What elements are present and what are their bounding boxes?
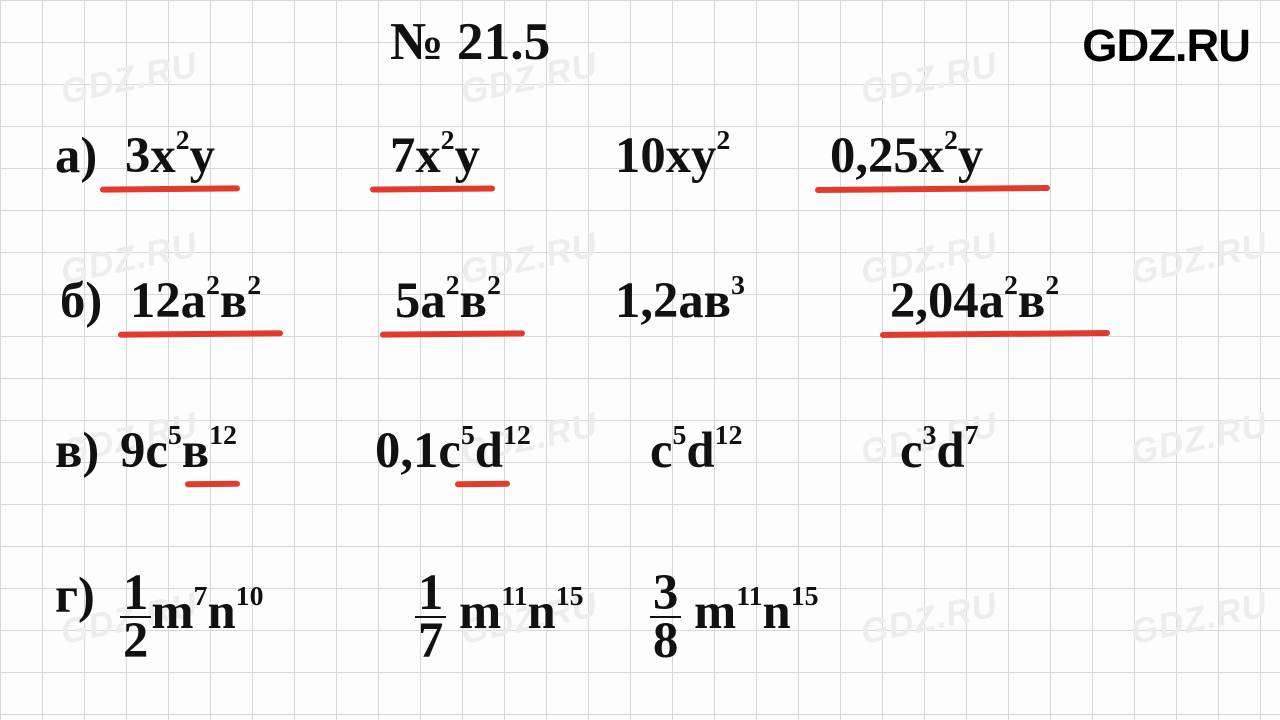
row-label: а): [55, 130, 97, 181]
row-label: г): [55, 570, 95, 621]
red-underline: [815, 185, 1050, 193]
expression: c3d7: [900, 425, 979, 476]
expression: 12m7n10: [120, 570, 264, 663]
site-logo: GDZ.RU: [1082, 20, 1250, 72]
exercise-title: № 21.5: [390, 15, 550, 68]
red-underline: [100, 185, 240, 192]
red-underline: [455, 481, 510, 487]
red-underline: [118, 330, 283, 337]
red-underline: [185, 481, 240, 487]
red-underline: [370, 185, 495, 192]
expression: 3x2y: [125, 130, 215, 181]
expression: 7x2y: [390, 130, 480, 181]
expression: 38 m11n15: [650, 570, 819, 663]
expression: 17 m11n15: [415, 570, 584, 663]
expression: 1,2aв3: [615, 275, 745, 326]
expression: 0,1c5d12: [375, 425, 531, 476]
row-label: б): [60, 275, 102, 326]
expression: 5a2в2: [395, 275, 501, 326]
handwritten-content: № 21.5 а) 3x2y 7x2y 10xy2 0,25x2y б) 12a2в2 5a2…: [0, 0, 1280, 720]
row-label: в): [55, 425, 99, 476]
red-underline: [880, 330, 1110, 338]
expression: 2,04a2в2: [890, 275, 1059, 326]
expression: c5d12: [650, 425, 742, 476]
expression: 9c5в12: [120, 425, 237, 476]
red-underline: [380, 330, 525, 337]
expression: 10xy2: [615, 130, 730, 181]
expression: 0,25x2y: [830, 130, 983, 181]
expression: 12a2в2: [130, 275, 261, 326]
